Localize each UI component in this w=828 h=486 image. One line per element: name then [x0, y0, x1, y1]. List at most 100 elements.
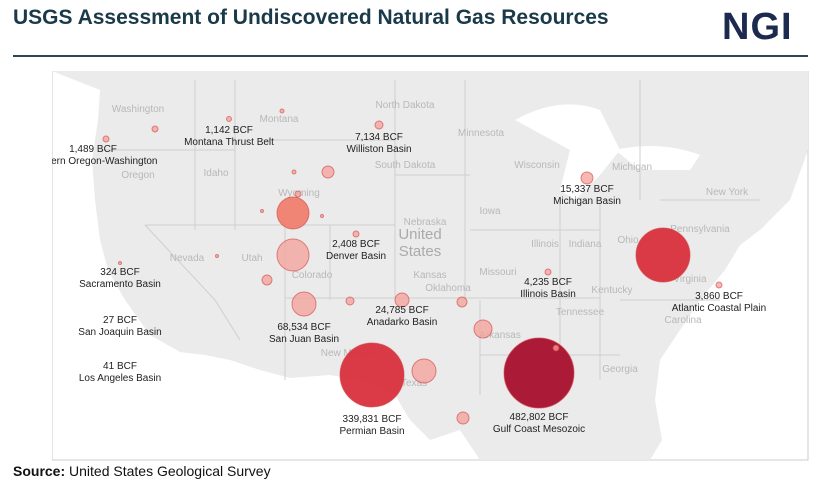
basin-bubble[interactable]	[635, 227, 691, 283]
basin-value: 1,489 BCF	[69, 144, 117, 155]
svg-text:Minnesota: Minnesota	[458, 128, 505, 139]
basin-bubble[interactable]	[456, 296, 468, 308]
divider	[13, 55, 808, 57]
basin-bubble[interactable]	[279, 108, 285, 114]
svg-text:Utah: Utah	[241, 253, 262, 264]
basin-value: 339,831 BCF	[343, 414, 402, 425]
bubbles	[102, 108, 723, 425]
page-title: USGS Assessment of Undiscovered Natural …	[13, 6, 609, 29]
basin-bubble[interactable]	[503, 337, 575, 409]
us-map[interactable]: Washington Oregon Idaho Montana Wyoming …	[52, 71, 809, 461]
basin-value: 27 BCF	[103, 315, 137, 326]
svg-text:Iowa: Iowa	[479, 206, 501, 217]
basin-bubble[interactable]	[321, 165, 335, 179]
basin-bubble[interactable]	[261, 274, 273, 286]
basin-bubble[interactable]	[473, 319, 493, 339]
basin-value: 3,860 BCF	[695, 291, 743, 302]
svg-text:Ohio: Ohio	[617, 235, 639, 246]
state-borders	[100, 80, 760, 395]
basin-labels: 1,489 BCFWestern Oregon-Washington 1,142 …	[52, 125, 766, 437]
svg-text:Wisconsin: Wisconsin	[514, 160, 560, 171]
source-text: United States Geological Survey	[69, 463, 271, 479]
basin-name: Atlantic Coastal Plain	[672, 303, 767, 314]
basin-bubble[interactable]	[456, 411, 470, 425]
basin-name: Anadarko Basin	[367, 317, 438, 328]
basin-name: Permian Basin	[339, 426, 404, 437]
svg-text:Montana: Montana	[260, 114, 299, 125]
basin-value: 2,408 BCF	[332, 239, 380, 250]
svg-text:Carolina: Carolina	[664, 315, 702, 326]
basin-bubble[interactable]	[276, 196, 310, 230]
svg-text:Arkansas: Arkansas	[479, 330, 521, 341]
basin-name: Western Oregon-Washington	[52, 156, 157, 167]
svg-text:Kansas: Kansas	[413, 270, 446, 281]
basin-bubble[interactable]	[374, 120, 384, 130]
basin-bubble[interactable]	[411, 358, 437, 384]
svg-text:Georgia: Georgia	[602, 364, 638, 375]
basin-bubble[interactable]	[552, 344, 560, 352]
basin-name: San Joaquin Basin	[78, 327, 161, 338]
basin-value: 68,534 BCF	[277, 322, 330, 333]
basin-bubble[interactable]	[226, 116, 232, 122]
svg-text:Colorado: Colorado	[292, 270, 333, 281]
basin-bubble[interactable]	[260, 209, 264, 213]
basin-bubble[interactable]	[339, 342, 405, 408]
basin-bubble[interactable]	[580, 171, 594, 185]
basin-value: 324 BCF	[100, 267, 139, 278]
svg-text:Virginia: Virginia	[673, 274, 707, 285]
basin-bubble[interactable]	[276, 238, 310, 272]
basin-bubble[interactable]	[151, 125, 159, 133]
svg-text:Missouri: Missouri	[479, 267, 516, 278]
basin-bubble[interactable]	[320, 214, 324, 218]
basin-bubble[interactable]	[291, 169, 297, 175]
basin-name: Montana Thrust Belt	[184, 137, 274, 148]
svg-text:Illinois: Illinois	[531, 239, 559, 250]
svg-text:New York: New York	[706, 187, 749, 198]
ngi-logo: NGI	[722, 6, 793, 48]
basin-name: Denver Basin	[326, 251, 386, 262]
basin-name: Sacramento Basin	[79, 279, 161, 290]
basin-bubble[interactable]	[291, 291, 317, 317]
basin-name: Los Angeles Basin	[79, 373, 161, 384]
state-labels: Washington Oregon Idaho Montana Wyoming …	[112, 100, 749, 389]
svg-text:States: States	[399, 243, 442, 260]
great-lakes	[515, 104, 700, 200]
country-label: United	[398, 226, 441, 243]
svg-text:Nebraska: Nebraska	[404, 217, 447, 228]
basin-name: Michigan Basin	[553, 196, 621, 207]
basin-bubble[interactable]	[352, 230, 360, 238]
basin-bubble[interactable]	[345, 296, 355, 306]
basin-name: Williston Basin	[346, 144, 411, 155]
basin-bubble[interactable]	[715, 281, 723, 289]
basin-value: 41 BCF	[103, 361, 137, 372]
land	[52, 71, 808, 460]
basin-value: 15,337 BCF	[560, 184, 613, 195]
svg-text:Washington: Washington	[112, 104, 164, 115]
svg-text:Oklahoma: Oklahoma	[425, 283, 471, 294]
svg-text:Idaho: Idaho	[203, 168, 228, 179]
basin-name: Illinois Basin	[520, 289, 576, 300]
source-note: Source: United States Geological Survey	[13, 463, 271, 479]
svg-text:Michigan: Michigan	[612, 162, 652, 173]
basin-value: 7,134 BCF	[355, 132, 403, 143]
source-label: Source:	[13, 463, 66, 479]
basin-bubble[interactable]	[394, 292, 410, 308]
basin-bubble[interactable]	[544, 268, 552, 276]
basin-bubble[interactable]	[294, 190, 302, 198]
svg-text:Kentucky: Kentucky	[591, 285, 632, 296]
svg-text:South Dakota: South Dakota	[375, 160, 436, 171]
svg-text:Pennsylvania: Pennsylvania	[670, 224, 730, 235]
basin-bubble[interactable]	[215, 254, 219, 258]
basin-bubble[interactable]	[118, 261, 122, 265]
basin-bubble[interactable]	[102, 135, 110, 143]
svg-text:Oregon: Oregon	[121, 170, 154, 181]
svg-text:Texas: Texas	[401, 378, 427, 389]
basin-value: 1,142 BCF	[205, 125, 253, 136]
basin-name: Gulf Coast Mesozoic	[493, 424, 585, 435]
basin-name: San Juan Basin	[269, 334, 339, 345]
basin-value: 482,802 BCF	[510, 412, 569, 423]
svg-text:Tennessee: Tennessee	[556, 307, 605, 318]
basin-value: 4,235 BCF	[524, 277, 572, 288]
svg-text:Nevada: Nevada	[170, 253, 205, 264]
svg-text:Indiana: Indiana	[569, 239, 602, 250]
